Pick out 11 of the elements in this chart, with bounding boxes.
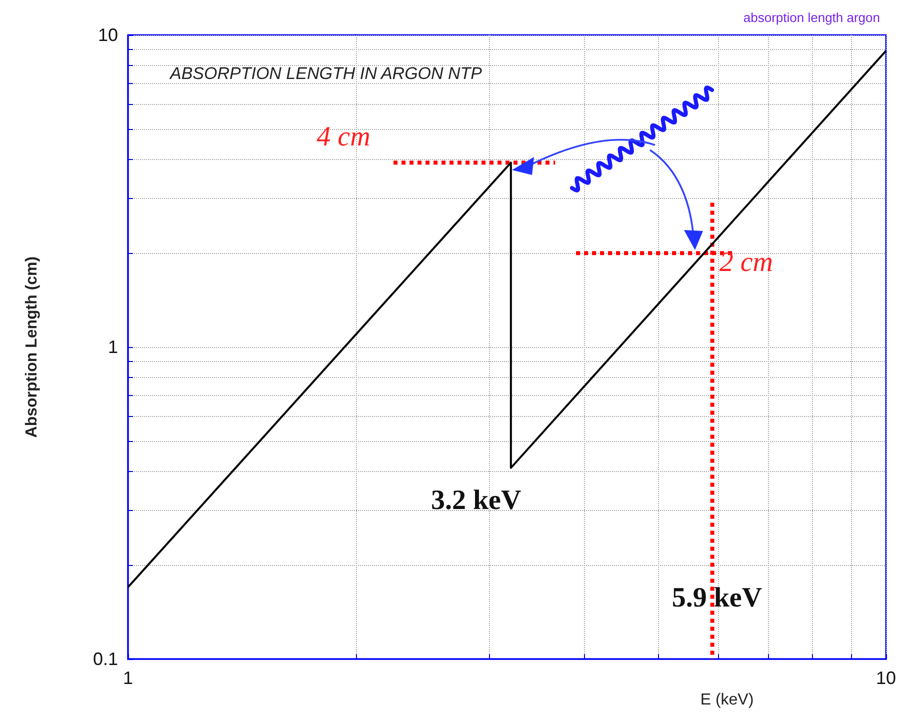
chart-subtitle: absorption length argon <box>743 10 880 25</box>
annotation: 2 cm <box>719 246 773 278</box>
annotation: 4 cm <box>316 121 370 152</box>
annotation: 5.9 keV <box>672 582 762 614</box>
y-axis-title: Absorption Length (cm) <box>24 256 40 438</box>
y-tick-label: 1 <box>108 337 118 358</box>
x-axis-title: E (keV) <box>700 692 754 708</box>
text: ABSORPTION LENGTH IN ARGON NTP <box>169 64 483 83</box>
annotation: 3.2 keV <box>430 485 522 516</box>
y-tick-label: 10 <box>98 25 118 45</box>
y-tick-label: 0.1 <box>92 649 118 670</box>
